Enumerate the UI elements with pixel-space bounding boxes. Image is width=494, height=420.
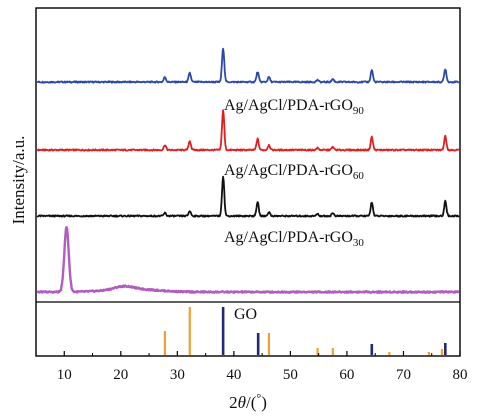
x-tick-label: 70	[396, 367, 411, 383]
reference-lines-group	[163, 307, 447, 355]
series-line	[36, 226, 460, 294]
series-label-go: GO	[234, 306, 257, 323]
x-axis-label: 2θ/(°)	[229, 391, 267, 412]
series-group	[36, 47, 460, 294]
x-axis-label-close: )	[261, 393, 267, 412]
x-tick-label: 40	[226, 367, 241, 383]
series-label-90-main: Ag/AgCl/PDA-rGO	[224, 97, 353, 114]
x-tick-label: 10	[57, 367, 72, 383]
series-label-30-sub: 30	[353, 237, 365, 249]
y-axis-label: Intensity/a.u.	[9, 136, 28, 225]
series-label-go-main: GO	[234, 306, 257, 323]
x-tick-label: 20	[113, 367, 128, 383]
x-axis-label-unit: °	[256, 391, 261, 405]
x-tick-label: 60	[339, 367, 354, 383]
x-tick-label: 80	[453, 367, 468, 383]
x-axis-label-theta: θ	[238, 393, 246, 412]
series-line	[36, 175, 460, 218]
x-axis-label-post: /(	[246, 393, 257, 412]
series-label-60-main: Ag/AgCl/PDA-rGO	[224, 162, 353, 179]
x-tick-label: 50	[283, 367, 298, 383]
series-label-60: Ag/AgCl/PDA-rGO60	[224, 162, 364, 182]
series-label-90-sub: 90	[353, 105, 365, 117]
series-line	[36, 47, 460, 84]
x-axis-label-pre: 2	[229, 393, 238, 412]
series-label-90: Ag/AgCl/PDA-rGO90	[224, 97, 364, 117]
x-ticks-group: 10 20 30 40 50 60 70 80	[35, 351, 468, 383]
plot-frame	[35, 7, 461, 357]
series-label-60-sub: 60	[353, 170, 365, 182]
series-label-30-main: Ag/AgCl/PDA-rGO	[224, 229, 353, 246]
series-line	[36, 109, 460, 152]
x-tick-label: 30	[170, 367, 185, 383]
series-label-30: Ag/AgCl/PDA-rGO30	[224, 229, 364, 249]
